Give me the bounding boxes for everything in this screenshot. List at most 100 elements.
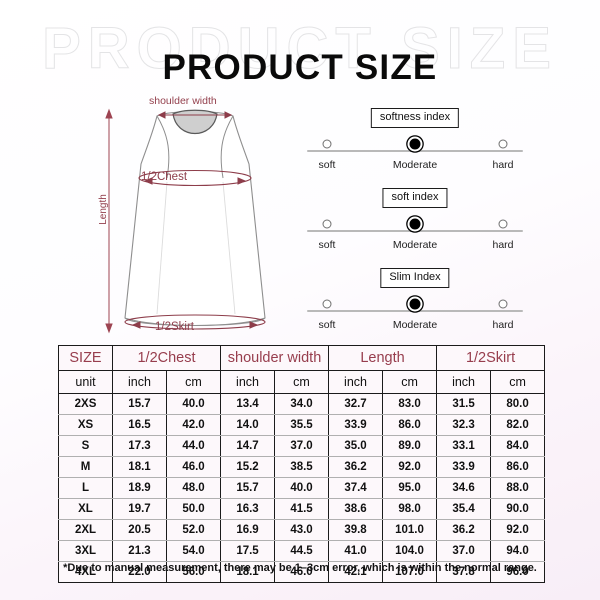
table-cell-value: 36.2 bbox=[436, 519, 492, 541]
table-cell-value: 21.3 bbox=[112, 540, 167, 562]
index-dot-moderate-selected[interactable] bbox=[407, 216, 423, 232]
table-cell-value: 46.0 bbox=[165, 456, 222, 478]
table-cell-value: 95.0 bbox=[382, 477, 438, 499]
table-group-header-cell: Length bbox=[328, 345, 438, 371]
index-slider-softness[interactable]: softness index soft Moderate hard bbox=[305, 108, 525, 180]
table-cell-value: 18.1 bbox=[112, 456, 167, 478]
shoulder-measure bbox=[157, 111, 233, 119]
table-cell-value: 39.8 bbox=[328, 519, 384, 541]
table-cell-size: XL bbox=[58, 498, 113, 520]
table-cell-value: 52.0 bbox=[165, 519, 222, 541]
measurement-disclaimer: *Due to manual measurement, there may be… bbox=[63, 562, 537, 574]
table-cell-value: 14.0 bbox=[220, 414, 276, 436]
table-cell-value: 32.7 bbox=[328, 393, 384, 415]
table-group-header-row: SIZE 1/2Chest shoulder width Length 1/2Skirt bbox=[58, 345, 546, 371]
size-table-container: SIZE 1/2Chest shoulder width Length 1/2Skirt… bbox=[58, 345, 546, 583]
index-dot-hard[interactable] bbox=[498, 139, 508, 149]
table-cell-value: 41.5 bbox=[274, 498, 330, 520]
table-cell-value: 16.5 bbox=[112, 414, 167, 436]
size-table: SIZE 1/2Chest shoulder width Length 1/2Skirt… bbox=[58, 345, 546, 583]
table-cell-value: 107.0 bbox=[382, 561, 438, 583]
table-row: S 17.3 44.0 14.7 37.0 35.0 89.0 33.1 84.0 bbox=[58, 435, 546, 457]
table-cell-size: 2XL bbox=[58, 519, 113, 541]
index-dot-moderate-selected[interactable] bbox=[407, 296, 423, 312]
table-unit-cell: inch bbox=[436, 370, 492, 394]
table-cell-value: 98.0 bbox=[382, 498, 438, 520]
table-cell-value: 80.0 bbox=[490, 393, 546, 415]
index-dot-hard[interactable] bbox=[498, 299, 508, 309]
table-cell-value: 46.0 bbox=[274, 561, 330, 583]
table-cell-value: 86.0 bbox=[382, 414, 438, 436]
table-cell-value: 38.5 bbox=[274, 456, 330, 478]
table-cell-value: 84.0 bbox=[490, 435, 546, 457]
table-cell-value: 40.0 bbox=[165, 393, 222, 415]
index-tick-moderate: Moderate bbox=[392, 239, 438, 251]
table-row: XL 19.7 50.0 16.3 41.5 38.6 98.0 35.4 90.0 bbox=[58, 498, 546, 520]
table-cell-value: 15.7 bbox=[112, 393, 167, 415]
table-cell-value: 92.0 bbox=[382, 456, 438, 478]
index-slider-soft[interactable]: soft index soft Moderate hard bbox=[305, 188, 525, 260]
index-dot-soft[interactable] bbox=[322, 299, 332, 309]
watermark-text: PRODUCT SIZE bbox=[42, 16, 558, 81]
table-cell-value: 31.5 bbox=[436, 393, 492, 415]
table-cell-value: 101.0 bbox=[382, 519, 438, 541]
table-cell-value: 89.0 bbox=[382, 435, 438, 457]
table-cell-size: 4XL bbox=[58, 561, 113, 583]
index-dot-hard[interactable] bbox=[498, 219, 508, 229]
table-unit-cell: cm bbox=[274, 370, 330, 394]
index-caption: soft index bbox=[382, 188, 448, 208]
table-row: 3XL 21.3 54.0 17.5 44.5 41.0 104.0 37.0 94.0 bbox=[58, 540, 546, 562]
table-cell-value: 104.0 bbox=[382, 540, 438, 562]
table-cell-value: 33.9 bbox=[328, 414, 384, 436]
table-cell-value: 42.0 bbox=[165, 414, 222, 436]
table-cell-value: 90.0 bbox=[490, 498, 546, 520]
table-cell-value: 35.5 bbox=[274, 414, 330, 436]
table-row: 2XS 15.7 40.0 13.4 34.0 32.7 83.0 31.5 80.0 bbox=[58, 393, 546, 415]
table-cell-value: 13.4 bbox=[220, 393, 276, 415]
table-cell-value: 32.3 bbox=[436, 414, 492, 436]
drape-line-right bbox=[222, 181, 236, 315]
garment-illustration: shoulder width 1/2Chest 1/2Skirt Length bbox=[95, 92, 295, 342]
table-cell-size: S bbox=[58, 435, 113, 457]
table-cell-value: 43.0 bbox=[274, 519, 330, 541]
table-unit-cell: inch bbox=[112, 370, 167, 394]
garment-body bbox=[124, 111, 266, 327]
table-cell-value: 41.0 bbox=[328, 540, 384, 562]
table-row: L 18.9 48.0 15.7 40.0 37.4 95.0 34.6 88.0 bbox=[58, 477, 546, 499]
index-slider-slim[interactable]: Slim Index soft Moderate hard bbox=[305, 268, 525, 340]
table-cell-value: 36.2 bbox=[328, 456, 384, 478]
table-cell-value: 16.9 bbox=[220, 519, 276, 541]
garment-svg bbox=[105, 108, 266, 334]
table-unit-cell: inch bbox=[328, 370, 384, 394]
index-tick-soft: soft bbox=[318, 239, 336, 251]
index-tick-hard: hard bbox=[492, 319, 514, 331]
index-tick-moderate: Moderate bbox=[392, 159, 438, 171]
table-cell-value: 16.3 bbox=[220, 498, 276, 520]
table-cell-size: L bbox=[58, 477, 113, 499]
chest-measure-arrows bbox=[143, 177, 247, 185]
table-cell-value: 44.5 bbox=[274, 540, 330, 562]
length-measure bbox=[105, 108, 113, 334]
table-cell-value: 86.0 bbox=[490, 456, 546, 478]
table-cell-size: M bbox=[58, 456, 113, 478]
table-cell-value: 40.0 bbox=[274, 477, 330, 499]
index-tick-soft: soft bbox=[318, 159, 336, 171]
table-cell-value: 82.0 bbox=[490, 414, 546, 436]
index-dot-soft[interactable] bbox=[322, 219, 332, 229]
index-dot-moderate-selected[interactable] bbox=[407, 136, 423, 152]
index-dot-soft[interactable] bbox=[322, 139, 332, 149]
table-cell-value: 37.8 bbox=[436, 561, 492, 583]
table-unit-cell: cm bbox=[382, 370, 438, 394]
table-cell-value: 94.0 bbox=[490, 540, 546, 562]
table-cell-value: 88.0 bbox=[490, 477, 546, 499]
index-tick-moderate: Moderate bbox=[392, 319, 438, 331]
table-row: XS 16.5 42.0 14.0 35.5 33.9 86.0 32.3 82.0 bbox=[58, 414, 546, 436]
index-tick-soft: soft bbox=[318, 319, 336, 331]
table-cell-value: 37.4 bbox=[328, 477, 384, 499]
table-cell-value: 54.0 bbox=[165, 540, 222, 562]
index-caption: softness index bbox=[370, 108, 460, 128]
table-cell-value: 19.7 bbox=[112, 498, 167, 520]
table-cell-value: 37.0 bbox=[274, 435, 330, 457]
drape-line-left bbox=[156, 181, 168, 315]
